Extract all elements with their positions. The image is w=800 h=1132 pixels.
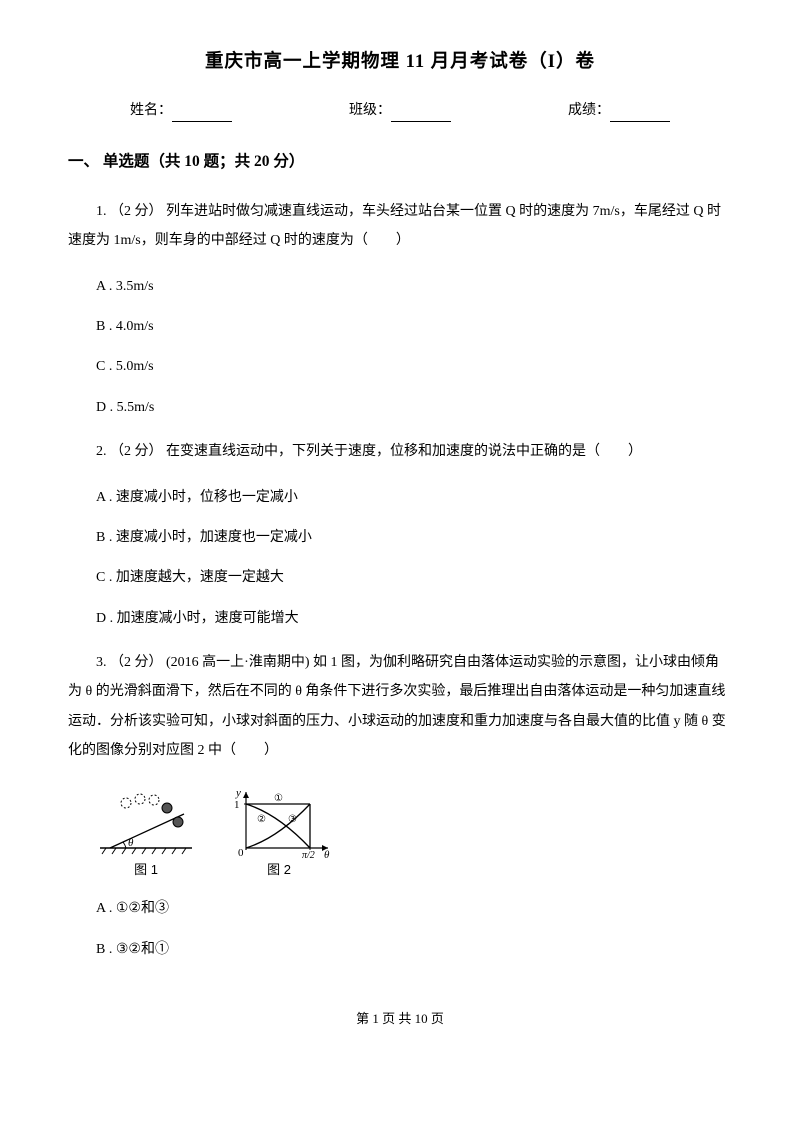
svg-text:θ: θ — [128, 837, 134, 849]
name-blank[interactable] — [172, 108, 232, 122]
figure-2: y θ 1 0 π/2 ① ② ③ 图 2 — [224, 786, 334, 881]
question-3-figures: θ 图 1 y θ 1 0 π/2 ① ② — [96, 786, 732, 881]
name-label: 姓名： — [130, 100, 172, 122]
svg-text:y: y — [235, 787, 241, 799]
score-label: 成绩： — [568, 100, 610, 122]
q1-option-d[interactable]: D . 5.5m/s — [96, 397, 732, 419]
svg-text:0: 0 — [238, 847, 244, 858]
svg-text:1: 1 — [234, 799, 240, 811]
figure-1-caption: 图 1 — [96, 860, 196, 881]
figure-1: θ 图 1 — [96, 786, 196, 881]
page-footer: 第 1 页 共 10 页 — [68, 1009, 732, 1030]
class-blank[interactable] — [391, 108, 451, 122]
question-3-options: A . ①②和③ B . ③②和① — [68, 898, 732, 961]
svg-text:θ: θ — [324, 849, 330, 858]
svg-text:②: ② — [257, 814, 266, 825]
figure-1-svg: θ — [96, 786, 196, 858]
figure-2-caption: 图 2 — [224, 860, 334, 881]
svg-text:①: ① — [274, 793, 283, 804]
q2-option-b[interactable]: B . 速度减小时，加速度也一定减小 — [96, 527, 732, 549]
class-label: 班级： — [349, 100, 391, 122]
q1-option-b[interactable]: B . 4.0m/s — [96, 316, 732, 338]
question-2: 2. （2 分） 在变速直线运动中，下列关于速度，位移和加速度的说法中正确的是（… — [68, 437, 732, 466]
q1-option-a[interactable]: A . 3.5m/s — [96, 276, 732, 298]
question-1: 1. （2 分） 列车进站时做匀减速直线运动，车头经过站台某一位置 Q 时的速度… — [68, 197, 732, 256]
q1-option-c[interactable]: C . 5.0m/s — [96, 356, 732, 378]
student-info-row: 姓名： 班级： 成绩： — [68, 100, 732, 122]
figure-2-svg: y θ 1 0 π/2 ① ② ③ — [224, 786, 334, 858]
q3-option-a[interactable]: A . ①②和③ — [96, 898, 732, 920]
q3-option-b[interactable]: B . ③②和① — [96, 939, 732, 961]
question-3: 3. （2 分） (2016 高一上·淮南期中) 如 1 图，为伽利略研究自由落… — [68, 648, 732, 766]
question-2-options: A . 速度减小时，位移也一定减小 B . 速度减小时，加速度也一定减小 C .… — [68, 487, 732, 631]
question-1-options: A . 3.5m/s B . 4.0m/s C . 5.0m/s D . 5.5… — [68, 276, 732, 420]
page-title: 重庆市高一上学期物理 11 月月考试卷（I）卷 — [68, 48, 732, 78]
q2-option-a[interactable]: A . 速度减小时，位移也一定减小 — [96, 487, 732, 509]
section-heading-1: 一、 单选题（共 10 题；共 20 分） — [68, 150, 732, 175]
q2-option-c[interactable]: C . 加速度越大，速度一定越大 — [96, 567, 732, 589]
score-blank[interactable] — [610, 108, 670, 122]
q2-option-d[interactable]: D . 加速度减小时，速度可能增大 — [96, 608, 732, 630]
svg-text:③: ③ — [288, 814, 297, 825]
svg-text:π/2: π/2 — [302, 850, 315, 858]
